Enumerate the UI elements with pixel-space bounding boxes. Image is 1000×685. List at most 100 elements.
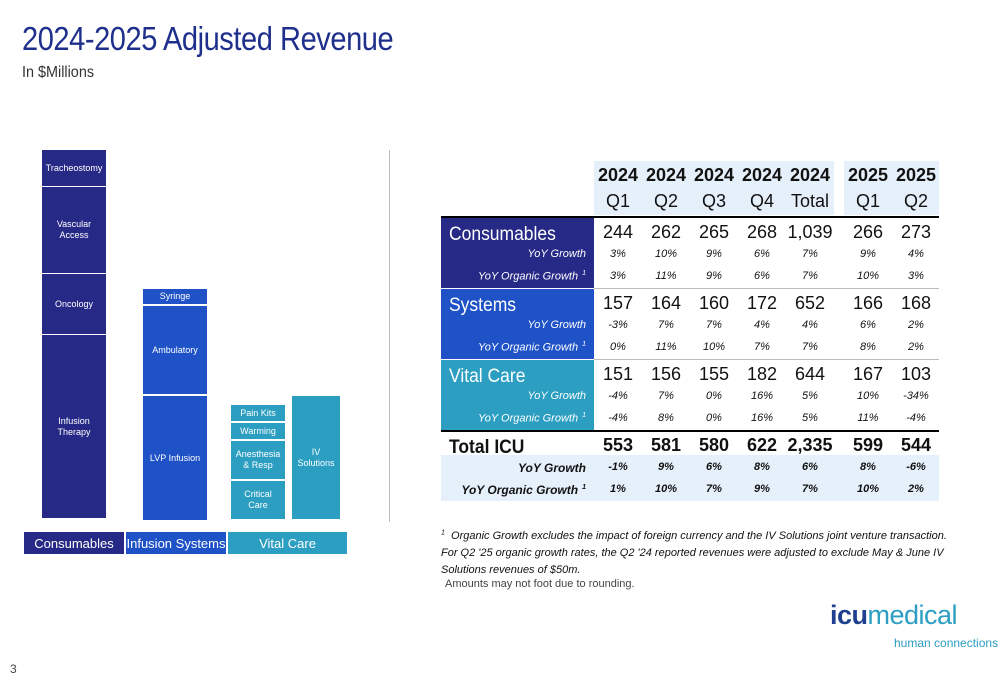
footnote-marker: 1 (582, 341, 586, 348)
header-period: Total (790, 191, 830, 211)
divider (42, 273, 106, 274)
yoy-growth-label: YoY Growth (527, 319, 587, 331)
yoy-growth-cell: 6% (860, 319, 876, 331)
category-infusion-systems: Infusion Systems (126, 532, 226, 554)
yoy-organic-growth-label: YoY Organic Growth 1 (461, 483, 586, 497)
total-growth-band (441, 455, 939, 501)
yoy-growth-cell: 5% (802, 390, 818, 402)
yoy-growth-cell: -1% (608, 461, 628, 473)
organic-growth-cell: 3% (610, 270, 626, 282)
company-logo: icumedical human connections (830, 600, 998, 650)
divider (42, 334, 106, 335)
revenue-cell: 2,335 (787, 435, 833, 455)
organic-growth-cell: 10% (702, 341, 726, 353)
organic-growth-cell: 2% (908, 341, 924, 353)
organic-growth-cell: 10% (856, 270, 880, 282)
yoy-growth-cell: -3% (608, 319, 628, 331)
revenue-cell: 622 (746, 435, 778, 455)
section-name: Consumables (449, 224, 556, 245)
segment-tracheostomy: Tracheostomy (45, 162, 103, 173)
header-year: 2025 (895, 165, 937, 185)
revenue-cell: 652 (794, 293, 826, 313)
revenue-cell: 273 (900, 222, 932, 242)
header-year: 2024 (789, 165, 831, 185)
header-period: Q1 (605, 191, 630, 211)
header-period: Q2 (653, 191, 678, 211)
section-label: Vital Care YoY Growth YoY Organic Growth 1 (441, 360, 594, 430)
organic-growth-cell: 3% (908, 270, 924, 282)
yoy-organic-growth-label: YoY Organic Growth 1 (478, 412, 586, 425)
organic-growth-cell: 11% (655, 270, 677, 282)
header-period: Q3 (701, 191, 726, 211)
logo-medical: medical (867, 600, 958, 630)
page-subtitle: In $Millions (22, 64, 95, 81)
revenue-cell: 1,039 (787, 222, 833, 242)
revenue-cell: 644 (794, 364, 826, 384)
organic-label-text: YoY Organic Growth (461, 483, 579, 497)
revenue-cell: 172 (746, 293, 778, 313)
yoy-growth-cell: 6% (706, 461, 722, 473)
revenue-cell: 167 (852, 364, 884, 384)
footnote: 1 Organic Growth excludes the impact of … (441, 528, 951, 579)
organic-growth-cell: 16% (750, 412, 774, 424)
yoy-growth-cell: 0% (706, 390, 722, 402)
page-number: 3 (10, 662, 17, 676)
section-label: Systems YoY Growth YoY Organic Growth 1 (441, 289, 594, 359)
header-band-2024 (594, 161, 834, 215)
organic-growth-cell: 9% (754, 483, 770, 495)
yoy-growth-cell: 9% (706, 248, 722, 260)
segment-pain-kits: Pain Kits (231, 405, 285, 421)
organic-growth-cell: 11% (655, 341, 677, 353)
organic-growth-cell: 7% (802, 270, 818, 282)
organic-growth-cell: 10% (654, 483, 678, 495)
footnote-marker: 1 (582, 412, 586, 419)
category-consumables: Consumables (24, 532, 124, 554)
revenue-cell: 157 (602, 293, 634, 313)
organic-growth-cell: 0% (610, 341, 626, 353)
header-period: Q2 (903, 191, 928, 211)
segment-iv-solutions: IV Solutions (292, 396, 340, 519)
organic-label-text: YoY Organic Growth (478, 270, 579, 283)
yoy-growth-cell: 7% (706, 319, 722, 331)
revenue-cell: 155 (698, 364, 730, 384)
yoy-growth-label: YoY Growth (527, 248, 587, 260)
segment-oncology: Oncology (54, 298, 94, 309)
revenue-cell: 166 (852, 293, 884, 313)
revenue-cell: 262 (650, 222, 682, 242)
revenue-cell: 580 (698, 435, 730, 455)
header-year: 2025 (847, 165, 889, 185)
organic-label-text: YoY Organic Growth (478, 412, 579, 425)
section-label: Consumables YoY Growth YoY Organic Growth 1 (441, 218, 594, 288)
organic-growth-cell: 2% (908, 483, 924, 495)
revenue-cell: 164 (650, 293, 682, 313)
revenue-cell: 268 (746, 222, 778, 242)
organic-growth-cell: 7% (802, 341, 818, 353)
organic-label-text: YoY Organic Growth (478, 341, 579, 354)
yoy-growth-cell: 6% (802, 461, 818, 473)
organic-growth-cell: 8% (658, 412, 674, 424)
segment-lvp-infusion: LVP Infusion (143, 396, 207, 520)
section-name: Systems (449, 295, 517, 316)
organic-growth-cell: 7% (706, 483, 722, 495)
footnote-marker: 1 (582, 484, 586, 491)
organic-growth-cell: 6% (754, 270, 770, 282)
revenue-cell: 103 (900, 364, 932, 384)
revenue-cell: 266 (852, 222, 884, 242)
revenue-cell: 599 (852, 435, 884, 455)
yoy-growth-label: YoY Growth (527, 390, 587, 402)
organic-growth-cell: 1% (610, 483, 626, 495)
yoy-growth-cell: 16% (750, 390, 774, 402)
revenue-cell: 244 (602, 222, 634, 242)
organic-growth-cell: -4% (608, 412, 628, 424)
yoy-growth-cell: 8% (754, 461, 770, 473)
header-year: 2024 (645, 165, 687, 185)
yoy-growth-cell: -6% (906, 461, 926, 473)
yoy-growth-cell: 3% (610, 248, 626, 260)
organic-growth-cell: 0% (706, 412, 722, 424)
organic-growth-cell: 7% (802, 483, 818, 495)
revenue-cell: 265 (698, 222, 730, 242)
revenue-table: 2024 Q1 2024 Q2 2024 Q3 2024 Q4 2024 Total 2025 Q1 2… (441, 161, 939, 501)
yoy-growth-cell: -4% (608, 390, 628, 402)
section-name: Vital Care (449, 366, 526, 387)
category-vital-care: Vital Care (228, 532, 347, 554)
